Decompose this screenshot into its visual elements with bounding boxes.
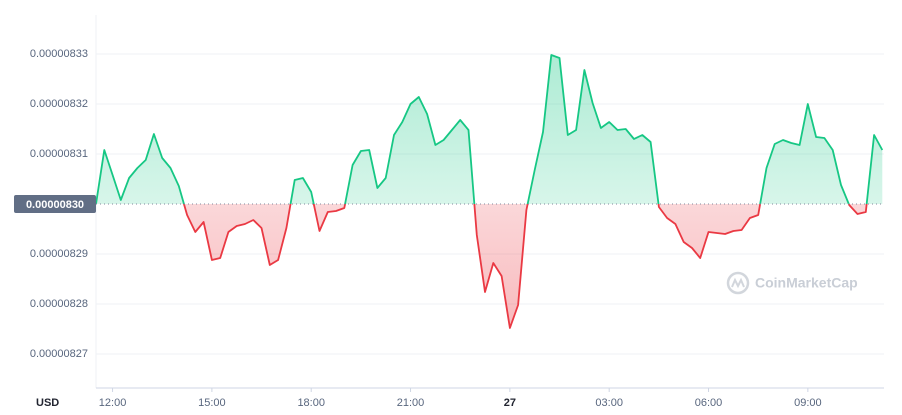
x-tick-label: 12:00 [99,397,127,409]
y-tick-label: 0.00000827 [30,348,88,360]
baseline-label-box [14,195,96,213]
x-tick-label: 09:00 [794,397,822,409]
baseline-label: 0.00000830 [26,199,84,211]
area-below [96,204,883,328]
area-above [96,55,883,204]
y-tick-label: 0.00000828 [30,298,88,310]
price-line-below [96,204,868,329]
y-tick-label: 0.00000831 [30,148,88,160]
watermark-text: CoinMarketCap [755,275,858,291]
currency-label: USD [36,397,59,409]
x-tick-label: 03:00 [595,397,623,409]
x-tick-label: 27 [504,397,516,409]
y-tick-label: 0.00000833 [30,48,88,60]
y-tick-label: 0.00000829 [30,248,88,260]
x-tick-label: 21:00 [397,397,425,409]
x-tick-label: 06:00 [695,397,723,409]
x-tick-label: 18:00 [297,397,325,409]
x-tick-label: 15:00 [198,397,226,409]
y-tick-label: 0.00000832 [30,98,88,110]
watermark: CoinMarketCap [726,271,858,295]
